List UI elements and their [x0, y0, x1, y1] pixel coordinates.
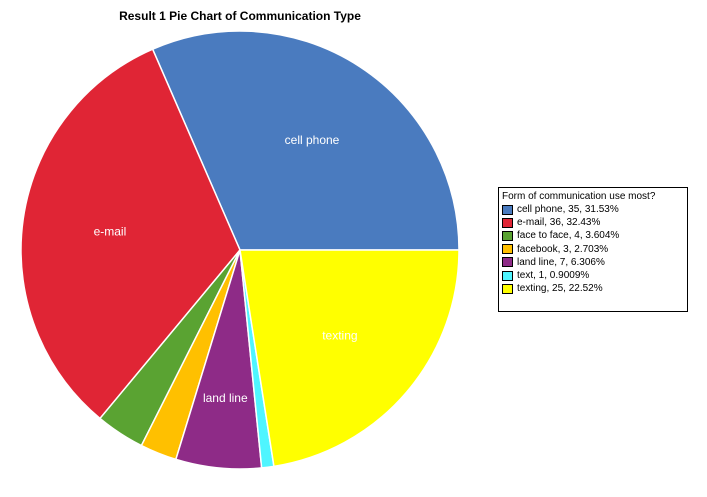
legend-item-cell-phone: cell phone, 35, 31.53%: [502, 203, 684, 216]
pie-slice-e-mail: [20, 48, 241, 420]
legend-label: e-mail, 36, 32.43%: [517, 217, 601, 229]
legend-item-e-mail: e-mail, 36, 32.43%: [502, 216, 684, 229]
legend-label: land line, 7, 6.306%: [517, 256, 605, 268]
legend-swatch: [502, 217, 513, 228]
legend-title: Form of communication use most?: [502, 191, 656, 202]
slice-label-e-mail: e-mail: [94, 225, 127, 239]
legend-label: texting, 25, 22.52%: [517, 283, 603, 295]
slice-label-cell-phone: cell phone: [285, 133, 340, 147]
legend-label: text, 1, 0.9009%: [517, 270, 590, 282]
slice-label-texting: texting: [322, 328, 357, 342]
slice-label-land-line: land line: [203, 391, 248, 405]
legend-swatch: [502, 283, 513, 294]
legend-swatch: [502, 270, 513, 281]
legend-label: cell phone, 35, 31.53%: [517, 204, 619, 216]
legend-swatch: [502, 257, 513, 268]
legend-swatch: [502, 244, 513, 255]
legend-item-text: text, 1, 0.9009%: [502, 269, 684, 282]
pie-slice-cell-phone: [151, 30, 460, 251]
legend-item-face-to-face: face to face, 4, 3.604%: [502, 229, 684, 242]
legend: Form of communication use most? cell pho…: [498, 187, 688, 312]
pie-chart: cell phone e-mail land line texting: [20, 30, 460, 470]
legend-swatch: [502, 204, 513, 215]
legend-label: face to face, 4, 3.604%: [517, 230, 620, 242]
legend-label: facebook, 3, 2.703%: [517, 243, 609, 255]
legend-item-land-line: land line, 7, 6.306%: [502, 256, 684, 269]
legend-item-texting: texting, 25, 22.52%: [502, 282, 684, 295]
legend-swatch: [502, 230, 513, 241]
legend-item-facebook: facebook, 3, 2.703%: [502, 243, 684, 256]
pie-slice-texting: [239, 249, 460, 468]
chart-title: Result 1 Pie Chart of Communication Type: [119, 9, 361, 23]
